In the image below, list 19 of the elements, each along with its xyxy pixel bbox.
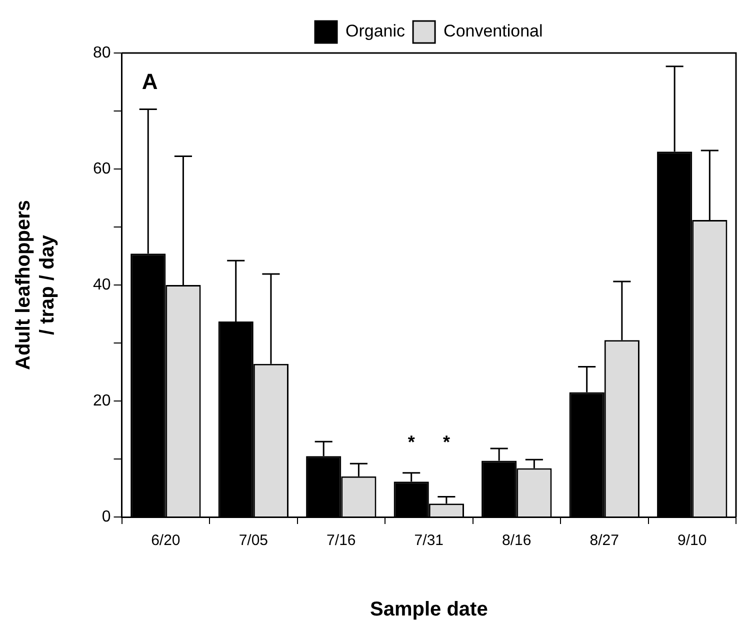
x-tick-label: 8/27 xyxy=(590,532,619,550)
y-axis-title: Adult leafhoppers / trap / day xyxy=(12,200,59,370)
y-tick-label: 20 xyxy=(93,392,111,410)
annotation: * xyxy=(442,432,450,452)
x-tick-label: 7/05 xyxy=(238,532,268,550)
annotation: * xyxy=(408,432,415,452)
x-tick-label: 9/10 xyxy=(678,532,707,550)
x-tick-label: 7/31 xyxy=(414,532,444,550)
legend-label: Organic xyxy=(346,22,406,41)
y-tick-label: 80 xyxy=(93,44,111,62)
legend-label: Conventional xyxy=(444,22,543,41)
y-tick-label: 40 xyxy=(93,276,111,294)
y-tick-label: 0 xyxy=(102,508,111,526)
x-tick-label: 8/16 xyxy=(502,532,532,550)
y-tick-label: 60 xyxy=(93,160,111,178)
annotation: A xyxy=(142,69,158,94)
x-tick-label: 6/20 xyxy=(151,532,180,550)
x-axis-title: Sample date xyxy=(370,598,488,621)
x-tick-label: 7/16 xyxy=(326,532,356,550)
